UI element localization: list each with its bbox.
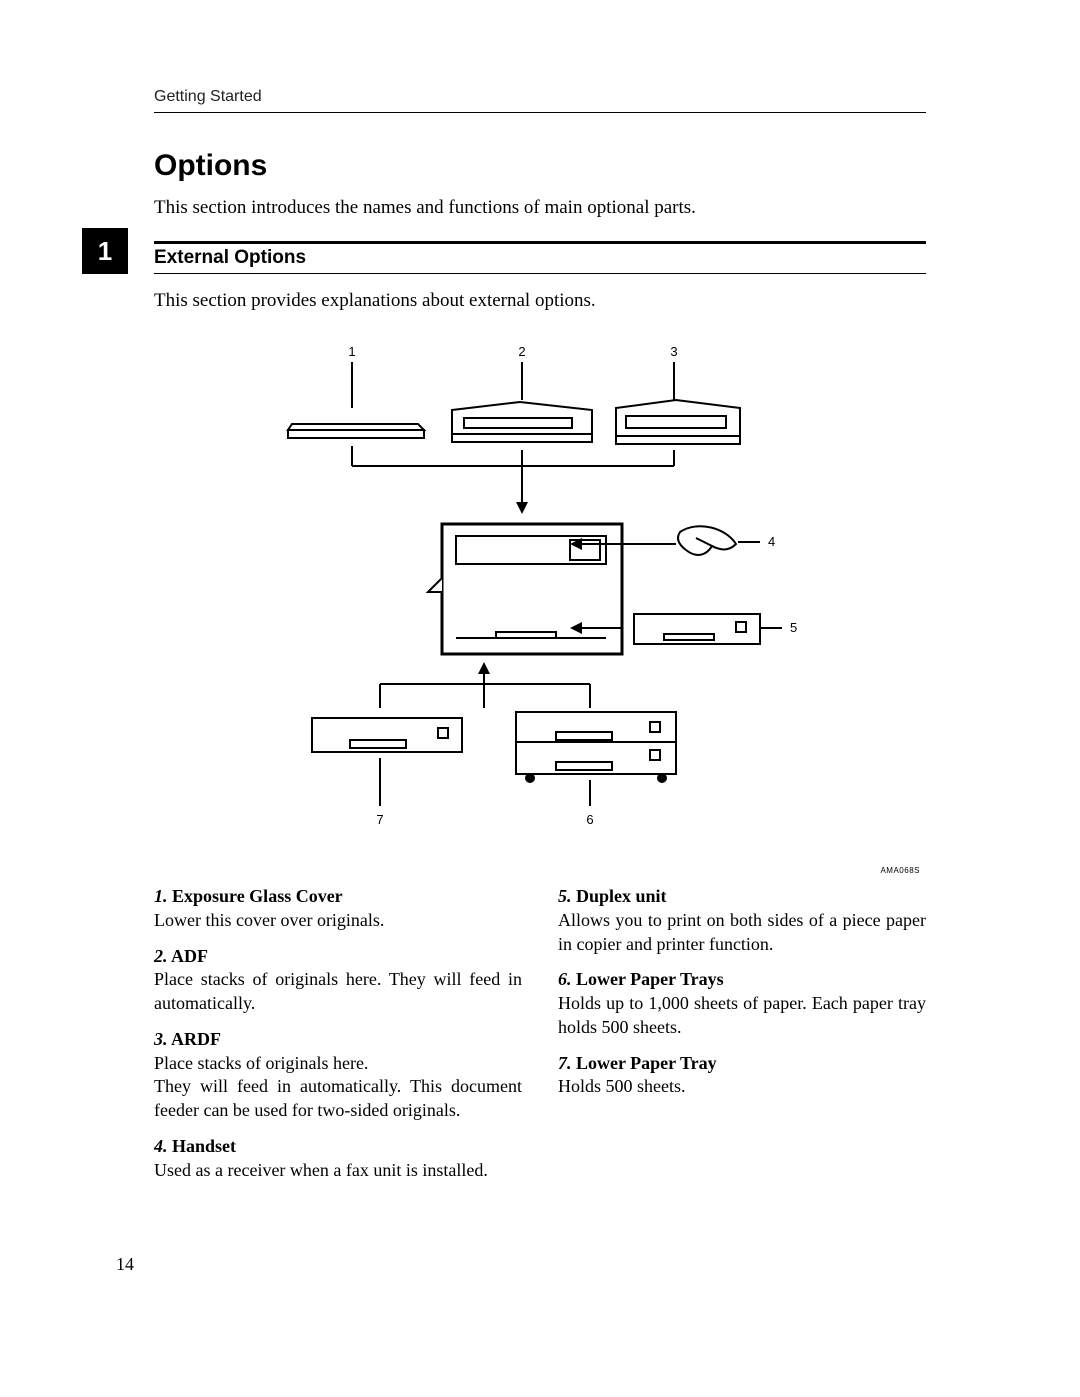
callout-5: 5 — [790, 620, 797, 635]
running-header: Getting Started — [154, 88, 926, 106]
item-title-text: Handset — [172, 1136, 236, 1156]
item-title-text: Lower Paper Trays — [576, 969, 724, 989]
part-lower-tray-single — [312, 718, 462, 752]
item-body: Lower this cover over originals. — [154, 909, 522, 933]
item-body: Holds up to 1,000 sheets of paper. Each … — [558, 992, 926, 1040]
item-num: 4. — [154, 1136, 168, 1156]
callout-1: 1 — [348, 344, 355, 359]
item-6: 6. Lower Paper Trays Holds up to 1,000 s… — [558, 968, 926, 1039]
item-num: 5. — [558, 886, 572, 906]
item-num: 7. — [558, 1053, 572, 1073]
part-exposure-glass-cover — [288, 424, 424, 438]
part-duplex-unit — [634, 614, 760, 644]
item-4: 4. Handset Used as a receiver when a fax… — [154, 1135, 522, 1183]
item-body: Place stacks of originals here. They wil… — [154, 968, 522, 1016]
description-columns: 1. Exposure Glass Cover Lower this cover… — [154, 885, 926, 1194]
item-title-text: ADF — [171, 946, 208, 966]
column-right: 5. Duplex unit Allows you to print on bo… — [558, 885, 926, 1194]
callout-7: 7 — [376, 812, 383, 827]
item-body: Holds 500 sheets. — [558, 1075, 926, 1099]
subsection-intro: This section provides explanations about… — [154, 290, 926, 312]
section-intro: This section introduces the names and fu… — [154, 197, 926, 219]
options-diagram-svg: 1 2 3 — [220, 338, 860, 848]
page-number: 14 — [116, 1254, 134, 1275]
item-7: 7. Lower Paper Tray Holds 500 sheets. — [558, 1052, 926, 1100]
callout-6: 6 — [586, 812, 593, 827]
diagram-id: AMA068S — [154, 866, 920, 875]
item-2: 2. ADF Place stacks of originals here. T… — [154, 945, 522, 1016]
callout-2: 2 — [518, 344, 525, 359]
section-title: Options — [154, 149, 926, 183]
item-title-text: Duplex unit — [576, 886, 667, 906]
subsection-rule-thick — [154, 241, 926, 244]
callout-3: 3 — [670, 344, 677, 359]
item-num: 3. — [154, 1029, 168, 1049]
item-body: Used as a receiver when a fax unit is in… — [154, 1159, 522, 1183]
item-num: 6. — [558, 969, 572, 989]
item-num: 1. — [154, 886, 168, 906]
item-3: 3. ARDF Place stacks of originals here. … — [154, 1028, 522, 1123]
item-title-text: ARDF — [171, 1029, 221, 1049]
part-adf — [452, 402, 592, 442]
subsection-rule-thin — [154, 273, 926, 274]
column-left: 1. Exposure Glass Cover Lower this cover… — [154, 885, 522, 1194]
item-num: 2. — [154, 946, 168, 966]
part-handset — [678, 526, 736, 555]
item-body: Place stacks of originals here. — [154, 1052, 522, 1076]
subsection-heading: External Options — [154, 247, 926, 269]
item-body: Allows you to print on both sides of a p… — [558, 909, 926, 957]
part-lower-trays-double — [516, 712, 676, 782]
chapter-tab: 1 — [82, 228, 128, 274]
item-title-text: Lower Paper Tray — [576, 1053, 717, 1073]
item-body-2: They will feed in automatically. This do… — [154, 1075, 522, 1123]
item-5: 5. Duplex unit Allows you to print on bo… — [558, 885, 926, 956]
header-rule — [154, 112, 926, 113]
part-ardf — [616, 400, 740, 444]
callout-4: 4 — [768, 534, 775, 549]
item-1: 1. Exposure Glass Cover Lower this cover… — [154, 885, 522, 933]
item-title-text: Exposure Glass Cover — [172, 886, 343, 906]
diagram: 1 2 3 — [154, 338, 926, 848]
page: Getting Started Options This section int… — [0, 0, 1080, 1234]
